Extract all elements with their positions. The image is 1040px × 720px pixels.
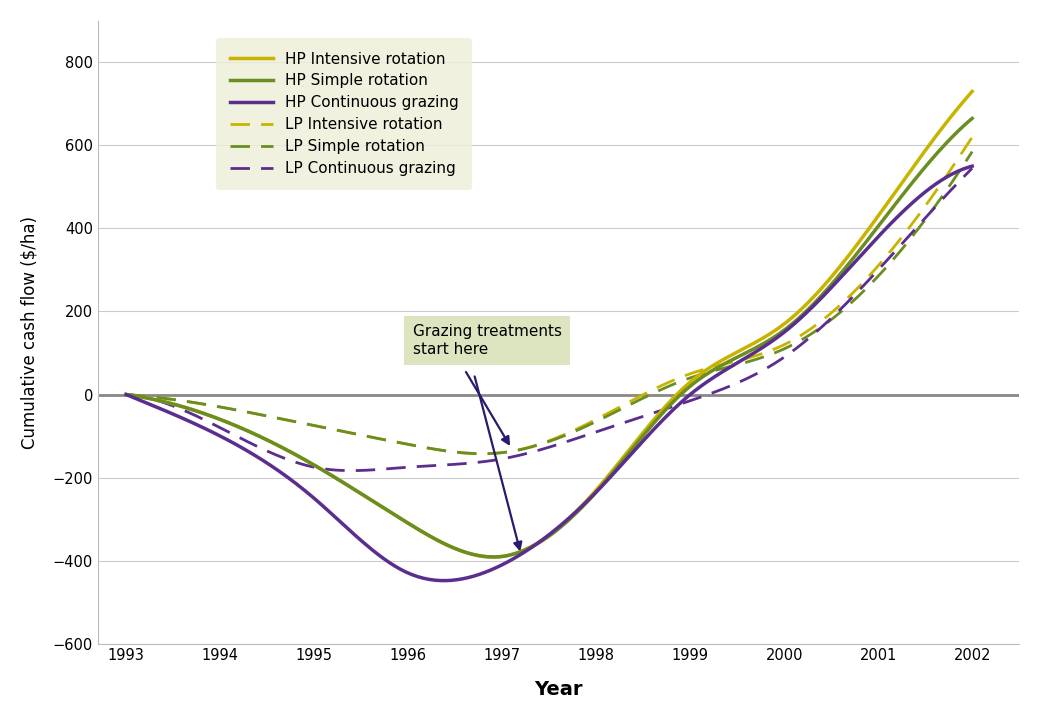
- LP Continuous grazing: [889, 246, 902, 255]
- HP Continuous grazing: [437, 576, 449, 585]
- LP Continuous grazing: [624, 416, 636, 425]
- HP Intensive rotation: [123, 390, 135, 399]
- HP Simple rotation: [836, 268, 849, 276]
- LP Intensive rotation: [641, 389, 653, 397]
- HP Continuous grazing: [624, 451, 636, 460]
- HP Simple rotation: [123, 390, 135, 399]
- LP Simple rotation: [624, 400, 636, 409]
- HP Intensive rotation: [120, 390, 132, 399]
- LP Simple rotation: [836, 307, 849, 315]
- LP Simple rotation: [641, 392, 653, 400]
- LP Simple rotation: [966, 148, 979, 156]
- LP Simple rotation: [626, 399, 639, 408]
- Legend: HP Intensive rotation, HP Simple rotation, HP Continuous grazing, LP Intensive r: HP Intensive rotation, HP Simple rotatio…: [216, 38, 472, 189]
- HP Intensive rotation: [889, 187, 902, 196]
- HP Continuous grazing: [626, 448, 639, 456]
- Line: LP Simple rotation: LP Simple rotation: [126, 152, 972, 454]
- HP Intensive rotation: [624, 445, 636, 454]
- HP Simple rotation: [889, 199, 902, 208]
- HP Simple rotation: [626, 444, 639, 453]
- Line: HP Intensive rotation: HP Intensive rotation: [126, 91, 972, 557]
- LP Simple rotation: [120, 390, 132, 399]
- Y-axis label: Cumulative cash flow ($/ha): Cumulative cash flow ($/ha): [21, 216, 38, 449]
- LP Intensive rotation: [120, 390, 132, 399]
- LP Intensive rotation: [836, 299, 849, 307]
- LP Simple rotation: [889, 252, 902, 261]
- HP Intensive rotation: [488, 553, 500, 562]
- Line: HP Simple rotation: HP Simple rotation: [126, 118, 972, 557]
- LP Continuous grazing: [626, 415, 639, 424]
- LP Intensive rotation: [626, 396, 639, 405]
- LP Intensive rotation: [476, 449, 489, 458]
- LP Simple rotation: [123, 390, 135, 399]
- LP Continuous grazing: [836, 303, 849, 312]
- HP Continuous grazing: [889, 215, 902, 223]
- HP Simple rotation: [120, 390, 132, 399]
- HP Continuous grazing: [641, 433, 653, 441]
- Line: LP Intensive rotation: LP Intensive rotation: [126, 137, 972, 454]
- LP Continuous grazing: [641, 411, 653, 420]
- HP Continuous grazing: [120, 390, 132, 399]
- HP Intensive rotation: [836, 260, 849, 269]
- LP Continuous grazing: [123, 390, 135, 399]
- Text: Grazing treatments
start here: Grazing treatments start here: [413, 324, 562, 356]
- LP Simple rotation: [476, 449, 489, 458]
- HP Simple rotation: [624, 448, 636, 456]
- HP Continuous grazing: [123, 392, 135, 400]
- Line: LP Continuous grazing: LP Continuous grazing: [126, 168, 972, 471]
- HP Continuous grazing: [966, 162, 979, 171]
- LP Intensive rotation: [123, 390, 135, 399]
- LP Continuous grazing: [966, 164, 979, 173]
- HP Intensive rotation: [966, 87, 979, 96]
- HP Simple rotation: [966, 114, 979, 122]
- LP Intensive rotation: [624, 397, 636, 406]
- LP Continuous grazing: [346, 467, 359, 475]
- LP Continuous grazing: [120, 390, 132, 399]
- HP Continuous grazing: [836, 271, 849, 280]
- HP Simple rotation: [488, 553, 500, 562]
- LP Intensive rotation: [966, 132, 979, 141]
- HP Intensive rotation: [641, 424, 653, 433]
- LP Intensive rotation: [889, 240, 902, 249]
- HP Simple rotation: [641, 427, 653, 436]
- X-axis label: Year: Year: [535, 680, 582, 699]
- HP Intensive rotation: [626, 441, 639, 450]
- Line: HP Continuous grazing: HP Continuous grazing: [126, 166, 972, 580]
